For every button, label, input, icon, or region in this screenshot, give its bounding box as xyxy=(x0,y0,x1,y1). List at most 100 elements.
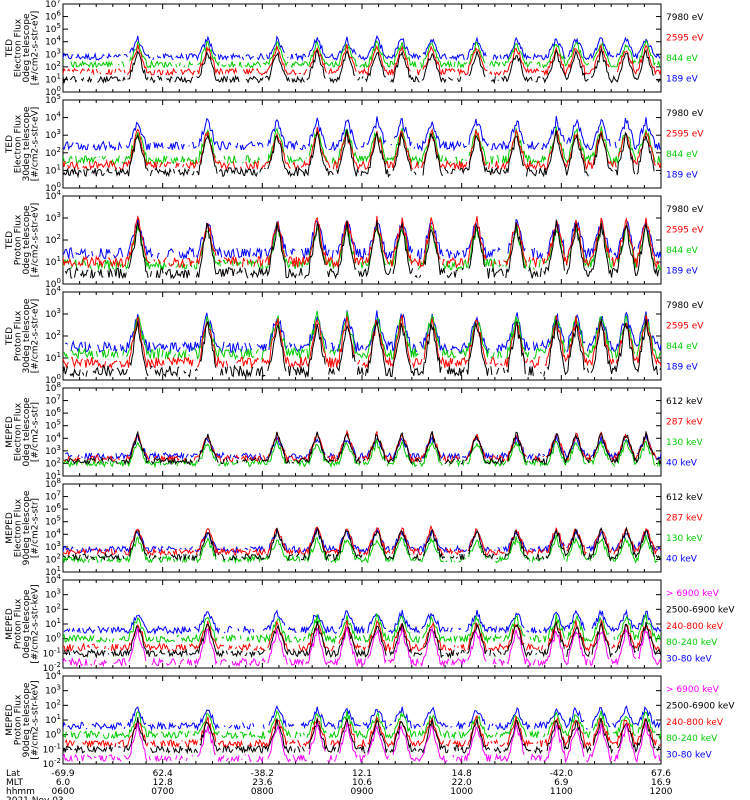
y-tick-exponent: 4 xyxy=(57,431,62,439)
y-tick-label: 103 xyxy=(45,211,61,224)
x-tick-label: -38.2 xyxy=(251,769,274,779)
y-tick-exponent: 4 xyxy=(57,285,62,293)
x-tick-label: 10.6 xyxy=(352,778,372,788)
y-axis-label-line: MEPED xyxy=(5,416,15,448)
y-axis-label-line: Electron Flux xyxy=(14,114,24,173)
series-line-3 xyxy=(63,438,661,469)
y-axis-label-line: 0deg telescope xyxy=(22,589,32,659)
legend-entry: 80-240 keV xyxy=(666,734,718,744)
x-tick-label: 16.9 xyxy=(651,778,671,788)
series-line-4 xyxy=(63,612,661,645)
series-line-1 xyxy=(63,625,661,668)
series-line-1 xyxy=(63,318,661,379)
legend-entry: 30-80 keV xyxy=(666,655,712,665)
y-axis-label-line: TED xyxy=(5,327,15,346)
y-axis-label-line: 90deg telescope xyxy=(22,490,32,565)
legend-entry: 2595 eV xyxy=(666,130,704,140)
y-tick-exponent: 3 xyxy=(57,540,61,548)
y-tick-label: 102 xyxy=(45,602,61,615)
y-tick-exponent: 3 xyxy=(57,47,61,55)
y-tick-exponent: 3 xyxy=(57,307,61,315)
series-line-4 xyxy=(63,115,661,152)
legend-entry: 240-800 keV xyxy=(666,622,724,632)
y-tick-label: 101 xyxy=(45,351,61,364)
y-tick-label: 103 xyxy=(45,128,61,141)
y-tick-exponent: 4 xyxy=(57,35,62,43)
legend-entry: 40 keV xyxy=(666,555,698,565)
series-line-2 xyxy=(63,126,661,171)
y-tick-exponent: 7 xyxy=(57,394,61,402)
y-tick-label: 103 xyxy=(45,47,61,60)
y-tick-label: 100 xyxy=(45,728,61,741)
legend-entry: 189 eV xyxy=(666,75,699,85)
x-tick-label: 12.8 xyxy=(153,778,173,788)
legend-entry: 2595 eV xyxy=(666,34,704,44)
series-line-1 xyxy=(63,526,661,562)
y-tick-exponent: 1 xyxy=(57,163,61,171)
y-axis-label-line: Proton Flux xyxy=(14,310,24,361)
y-axis-label-line: 30deg telescope xyxy=(22,106,32,181)
y-axis-label-line: [#/cm2-s-str] xyxy=(31,402,41,462)
y-tick-exponent: 1 xyxy=(57,72,61,80)
y-axis-label-line: 0deg telescope xyxy=(22,205,32,275)
legend-entry: 2595 eV xyxy=(666,226,704,236)
legend-entry: 612 keV xyxy=(666,493,703,503)
y-tick-exponent: 5 xyxy=(57,93,61,101)
y-tick-label: 101 xyxy=(45,163,61,176)
y-axis-label-line: 30deg telescope xyxy=(22,298,32,373)
y-tick-exponent: 0 xyxy=(57,728,61,736)
series-line-4 xyxy=(63,35,661,62)
x-tick-label: 62.4 xyxy=(153,769,173,779)
y-tick-label: 106 xyxy=(45,406,61,419)
y-tick-exponent: 1 xyxy=(57,469,61,477)
series-line-3 xyxy=(63,310,661,361)
x-row-name: Lat xyxy=(6,769,21,779)
legend-entry: 80-240 keV xyxy=(666,638,718,648)
y-tick-label: 103 xyxy=(45,307,61,320)
y-tick-label: 102 xyxy=(45,60,61,73)
series-line-2 xyxy=(63,44,661,77)
y-tick-exponent: 6 xyxy=(57,406,62,414)
x-tick-label: 1100 xyxy=(550,787,573,797)
y-axis-label-line: Electron Flux xyxy=(14,402,24,461)
y-tick-label: 103 xyxy=(45,588,61,601)
y-axis-label-line: 90deg telescope xyxy=(22,682,32,757)
y-tick-label: 107 xyxy=(45,490,61,503)
series-line-3 xyxy=(63,39,661,70)
y-tick-exponent: 2 xyxy=(57,552,61,560)
legend-entry: 130 keV xyxy=(666,438,703,448)
y-tick-exponent: 2 xyxy=(57,233,61,241)
series-line-1 xyxy=(63,129,661,179)
series-line-1 xyxy=(63,721,661,764)
y-axis-label-line: TED xyxy=(5,39,15,58)
legend-entry: > 6900 keV xyxy=(666,685,720,695)
y-tick-exponent: 2 xyxy=(57,698,61,706)
y-axis-label-line: Proton Flux xyxy=(14,214,24,265)
x-tick-label: 1000 xyxy=(450,787,473,797)
series-line-4 xyxy=(63,709,661,741)
legend-entry: 7980 eV xyxy=(666,301,704,311)
x-tick-label: 22.0 xyxy=(452,778,472,788)
series-line-1 xyxy=(63,47,661,85)
y-tick-exponent: 0 xyxy=(57,632,61,640)
y-axis-label-line: Proton Flux xyxy=(14,598,24,649)
legend-entry: 240-800 keV xyxy=(666,718,724,728)
y-tick-label: 106 xyxy=(45,10,61,23)
x-tick-label: 23.6 xyxy=(252,778,272,788)
legend-entry: 287 keV xyxy=(666,514,703,524)
y-tick-label: 10-1 xyxy=(43,646,61,659)
x-tick-label: 0800 xyxy=(251,787,274,797)
y-axis-label-line: TED xyxy=(5,231,15,250)
series-line-2 xyxy=(63,717,661,755)
y-tick-exponent: -2 xyxy=(54,757,61,765)
series-line-4 xyxy=(63,218,661,261)
y-tick-label: 102 xyxy=(45,698,61,711)
legend-entry: 844 eV xyxy=(666,150,699,160)
legend-entry: 2500-6900 keV xyxy=(666,701,735,711)
